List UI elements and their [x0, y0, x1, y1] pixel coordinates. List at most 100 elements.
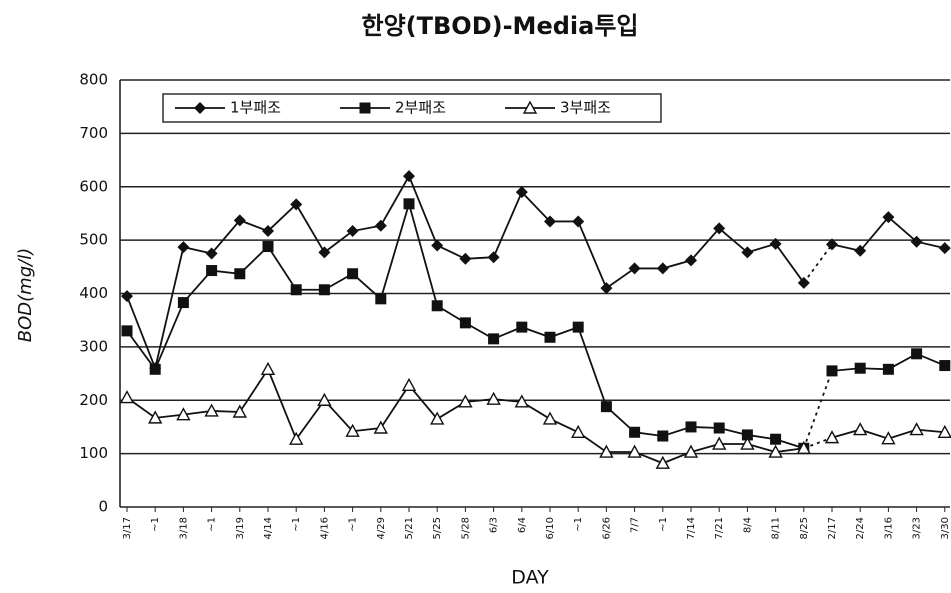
marker: [177, 297, 189, 309]
marker: [205, 247, 218, 260]
marker: [572, 215, 585, 228]
dashed-connector: [802, 370, 833, 449]
y-axis-label: BOD(mg/l): [15, 248, 36, 342]
x-tick-label: 6/4: [517, 517, 528, 533]
marker: [713, 422, 725, 434]
marker: [853, 422, 868, 436]
marker: [345, 423, 360, 437]
marker: [910, 235, 923, 248]
x-tick-label: 4/16: [319, 517, 330, 539]
marker: [770, 433, 782, 445]
marker: [317, 392, 332, 406]
marker: [515, 186, 528, 199]
x-tick-label: 4/29: [376, 517, 387, 539]
x-tick-label: 8/4: [742, 517, 753, 533]
x-tick-label: ~1: [348, 517, 359, 532]
marker: [826, 365, 838, 377]
marker: [234, 268, 246, 280]
marker: [939, 360, 951, 372]
marker: [318, 246, 331, 259]
marker: [488, 333, 500, 345]
marker: [882, 363, 894, 375]
marker: [571, 424, 586, 438]
x-tick-label: 3/16: [883, 517, 894, 539]
x-tick-label: 7/21: [714, 517, 725, 539]
marker: [514, 394, 529, 408]
marker: [544, 331, 556, 343]
marker: [262, 241, 274, 253]
marker: [683, 444, 699, 458]
y-tick-label: 600: [79, 177, 108, 195]
marker: [599, 444, 614, 458]
marker: [937, 424, 951, 438]
x-tick-label: ~1: [207, 517, 218, 532]
legend: 1부패조 2부패조 3부패조: [162, 93, 662, 123]
marker: [487, 251, 500, 264]
y-tick-label: 100: [79, 444, 108, 462]
marker: [656, 262, 669, 275]
marker: [741, 246, 754, 259]
dashed-connector: [803, 436, 833, 450]
marker: [347, 268, 359, 280]
marker: [938, 242, 951, 255]
marker: [431, 239, 444, 252]
marker: [318, 284, 330, 296]
x-tick-label: ~1: [291, 517, 302, 532]
marker: [627, 444, 642, 458]
y-tick-label: 300: [79, 337, 108, 355]
marker: [542, 411, 558, 425]
dashed-connector: [803, 243, 833, 284]
x-tick-label: 7/7: [630, 517, 641, 533]
x-tick-label: 5/21: [404, 517, 415, 539]
y-tick-label: 700: [79, 124, 108, 142]
marker: [431, 300, 443, 312]
x-tick-label: 7/14: [686, 517, 697, 539]
x-tick-label: ~1: [150, 517, 161, 532]
marker: [121, 325, 133, 337]
marker: [544, 215, 556, 228]
y-tick-label: 0: [98, 498, 108, 516]
x-tick-label: ~1: [658, 517, 669, 532]
y-tick-label: 800: [79, 71, 108, 89]
legend-label: 2부패조: [395, 99, 446, 117]
marker: [629, 426, 641, 438]
x-tick-label: 6/3: [489, 517, 500, 533]
x-tick-label: 3/23: [912, 517, 923, 539]
marker: [909, 422, 924, 436]
legend-marker: [359, 102, 371, 114]
marker: [826, 238, 838, 251]
marker: [262, 225, 274, 238]
x-tick-label: 2/17: [827, 517, 838, 539]
chart-title: 한양(TBOD)-Media투입: [362, 12, 639, 40]
marker: [289, 431, 304, 445]
marker: [119, 390, 135, 404]
marker: [177, 241, 190, 254]
marker: [486, 391, 501, 405]
marker: [713, 222, 726, 235]
marker: [206, 265, 218, 277]
marker: [290, 284, 302, 296]
y-tick-label: 500: [79, 231, 108, 249]
marker: [655, 455, 670, 469]
y-tick-label: 200: [79, 391, 108, 409]
marker: [911, 348, 923, 360]
marker: [824, 430, 840, 444]
marker: [600, 401, 612, 413]
x-tick-label: ~1: [573, 517, 584, 532]
x-axis-label: DAY: [511, 567, 549, 589]
marker: [740, 436, 755, 450]
marker: [346, 225, 359, 238]
marker: [374, 219, 387, 232]
x-tick-label: 6/26: [601, 517, 612, 539]
marker: [882, 211, 895, 224]
marker: [854, 244, 867, 257]
marker: [796, 440, 811, 454]
marker: [516, 321, 528, 333]
marker: [572, 321, 584, 333]
x-tick-label: 5/28: [460, 517, 471, 539]
marker: [685, 421, 697, 433]
x-tick-label: 3/17: [122, 517, 133, 539]
marker: [881, 431, 896, 445]
legend-marker: [522, 100, 538, 114]
